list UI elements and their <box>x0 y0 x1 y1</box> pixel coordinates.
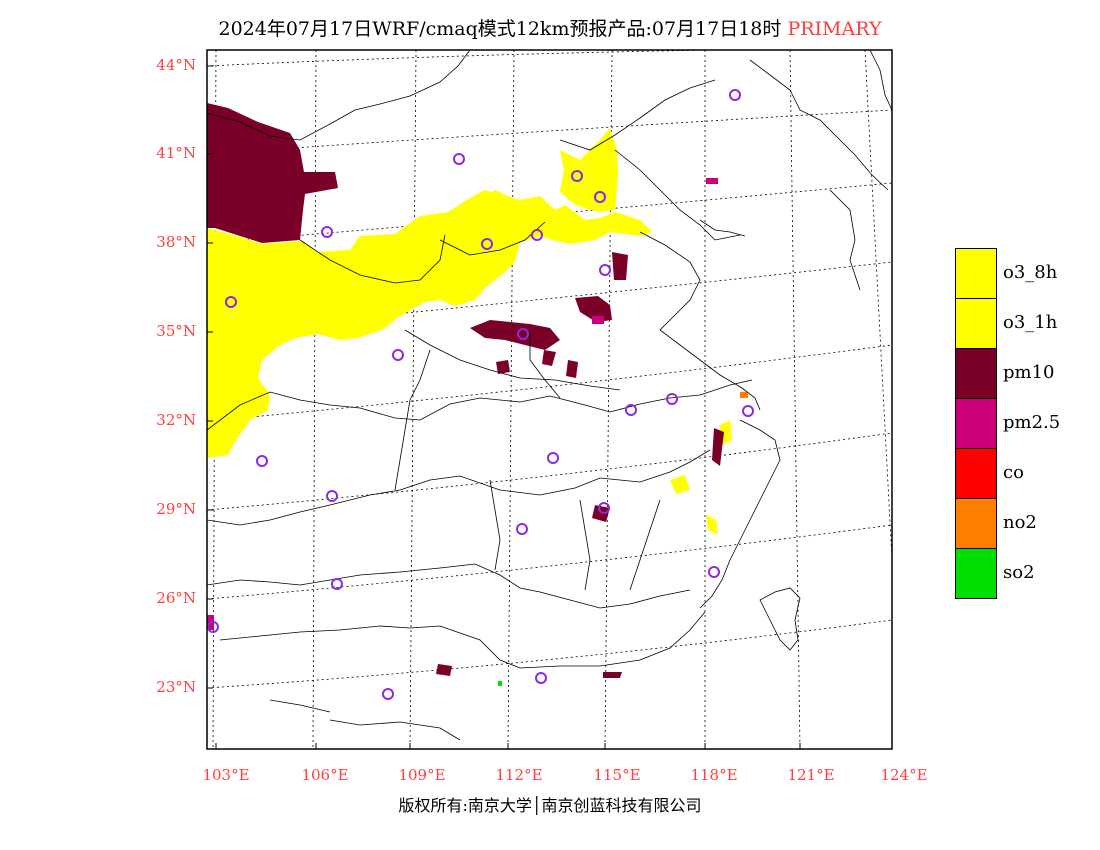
legend-item-o3-8h: o3_8h <box>955 248 1095 299</box>
legend-swatch <box>955 348 997 399</box>
lon-label-118: 118°E <box>690 766 738 784</box>
lat-label-32: 32°N <box>156 411 196 429</box>
legend-swatch <box>955 548 997 599</box>
lat-label-41: 41°N <box>156 144 196 162</box>
legend-label: pm10 <box>1003 362 1055 383</box>
legend-item-so2: so2 <box>955 548 1095 599</box>
legend-label: no2 <box>1003 512 1037 533</box>
legend-swatch <box>955 398 997 449</box>
title-text: 2024年07月17日WRF/cmaq模式12km预报产品:07月17日18时 <box>218 18 782 40</box>
lat-label-23: 23°N <box>156 678 196 696</box>
legend-item-o3-1h: o3_1h <box>955 298 1095 349</box>
copyright-text: 版权所有:南京大学│南京创蓝科技有限公司 <box>398 796 702 815</box>
boundaries <box>207 50 892 741</box>
legend-swatch <box>955 298 997 349</box>
lon-label-109: 109°E <box>398 766 446 784</box>
legend-label: pm2.5 <box>1003 412 1061 433</box>
lon-label-106: 106°E <box>301 766 349 784</box>
lon-label-112: 112°E <box>495 766 543 784</box>
legend-label: co <box>1003 462 1024 483</box>
graticule <box>207 50 892 749</box>
pollutant-layer <box>207 103 748 686</box>
legend-item-co: co <box>955 448 1095 499</box>
lon-label-124: 124°E <box>880 766 928 784</box>
lat-label-38: 38°N <box>156 233 196 251</box>
lat-label-26: 26°N <box>156 589 196 607</box>
lat-label-35: 35°N <box>156 322 196 340</box>
lon-label-121: 121°E <box>787 766 835 784</box>
legend-label: o3_8h <box>1003 262 1058 283</box>
legend: o3_8h o3_1h pm10 pm2.5 co no2 so2 <box>955 248 1095 599</box>
lat-label-29: 29°N <box>156 500 196 518</box>
legend-label: so2 <box>1003 562 1035 583</box>
lon-label-103: 103°E <box>202 766 250 784</box>
lat-label-44: 44°N <box>156 56 196 74</box>
map-frame <box>206 49 893 750</box>
legend-item-pm25: pm2.5 <box>955 398 1095 449</box>
legend-label: o3_1h <box>1003 312 1058 333</box>
axis-ticks <box>207 65 893 749</box>
legend-swatch <box>955 498 997 549</box>
product-label: PRIMARY <box>787 18 882 40</box>
legend-swatch <box>955 248 997 299</box>
legend-item-no2: no2 <box>955 498 1095 549</box>
city-markers <box>207 89 754 700</box>
map-title: 2024年07月17日WRF/cmaq模式12km预报产品:07月17日18时 … <box>0 14 1100 41</box>
legend-item-pm10: pm10 <box>955 348 1095 399</box>
legend-swatch <box>955 448 997 499</box>
lon-label-115: 115°E <box>593 766 641 784</box>
